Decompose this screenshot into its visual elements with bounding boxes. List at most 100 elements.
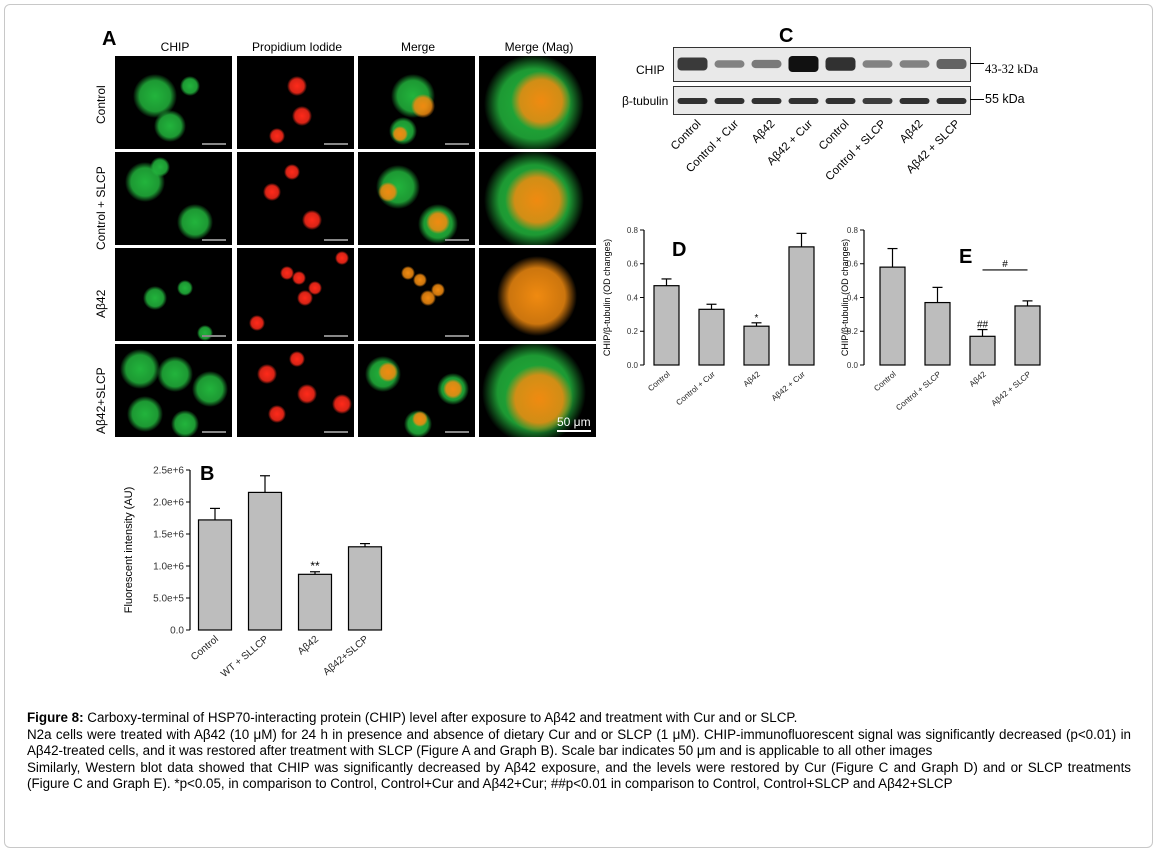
- category-label-0: Control: [872, 369, 898, 393]
- micrograph-0-2: [358, 56, 475, 149]
- bar-0: [653, 285, 680, 366]
- panel-a-letter: A: [102, 28, 117, 50]
- category-label-0: Control: [646, 369, 672, 393]
- chip-band-1: [714, 60, 745, 68]
- y-tick-label: 0.2: [847, 327, 859, 336]
- tubulin-band-5: [862, 98, 893, 104]
- micrograph-3-0: [115, 344, 232, 437]
- category-label-3: Aβ42+SLCP: [321, 634, 371, 678]
- col-title-chip: CHIP: [160, 40, 190, 54]
- y-tick-label: 0.4: [847, 293, 859, 302]
- micrograph-2-2: [358, 248, 475, 341]
- scale-bar: [557, 430, 591, 432]
- y-tick-label: 0.4: [627, 293, 639, 302]
- micrograph-2-1: [237, 248, 354, 341]
- y-tick-label: 1.0e+6: [153, 562, 184, 573]
- category-label-2: Aβ42: [296, 634, 321, 658]
- tubulin-band-1: [714, 98, 745, 104]
- micrograph-3-1: [237, 344, 354, 437]
- y-tick-label: 0.8: [847, 226, 859, 235]
- micrograph-1-3: [479, 152, 596, 245]
- row-label-abeta: Aβ42: [94, 289, 108, 318]
- chip-band-4: [825, 57, 856, 71]
- scale-bar-label: 50 μm: [557, 415, 591, 429]
- blot-chip: [673, 47, 971, 82]
- y-tick-label: 0.8: [627, 226, 639, 235]
- figure-caption: Figure 8: Carboxy-terminal of HSP70-inte…: [27, 710, 1131, 793]
- row-label-abeta-slcp: Aβ42+SLCP: [94, 367, 108, 434]
- col-title-pi: Propidium Iodide: [251, 40, 343, 54]
- y-tick-label: 0.0: [627, 361, 639, 370]
- chip-band-0: [677, 57, 708, 71]
- y-tick-label: 0.2: [627, 327, 639, 336]
- bar-1: [698, 308, 725, 366]
- y-tick-label: 0.6: [627, 260, 639, 269]
- y-tick-label: 2.5e+6: [153, 466, 184, 477]
- category-label-1: Control + SLCP: [894, 370, 943, 412]
- tubulin-band-7: [936, 98, 967, 104]
- chip-band-6: [899, 60, 930, 68]
- weight-tubulin: 55 kDa: [985, 92, 1025, 106]
- tubulin-band-2: [751, 98, 782, 104]
- blot-label-tubulin: β-tubulin: [622, 94, 669, 108]
- bracket-label: #: [1002, 259, 1008, 270]
- category-label-2: Aβ42: [968, 369, 989, 388]
- bar-2: [743, 325, 770, 366]
- chart-d: 0.0 0.2 0.4 0.6 0.8 CHIP/β-tubulin (OD change…: [602, 226, 815, 407]
- chart-e: 0.0 0.2 0.4 0.6 0.8 CHIP/β-tubulin (OD change…: [840, 226, 1041, 412]
- y-axis-label: CHIP/β-tubulin (OD changes): [602, 239, 612, 356]
- micrograph-0-3: [479, 56, 596, 149]
- significance-2: ##: [977, 320, 989, 331]
- bar-2: [297, 573, 333, 631]
- micrograph-0-1: [237, 56, 354, 149]
- bar-1: [247, 491, 283, 631]
- significance-2: **: [310, 559, 320, 573]
- category-label-3: Aβ42 + SLCP: [990, 370, 1033, 408]
- micrograph-2-0: [115, 248, 232, 341]
- micrograph-1-0: [115, 152, 232, 245]
- bar-1: [924, 301, 951, 366]
- y-tick-label: 1.5e+6: [153, 530, 184, 541]
- chip-band-3: [788, 56, 819, 72]
- y-tick-label: 5.0e+5: [153, 594, 184, 605]
- y-tick-label: 0.0: [170, 626, 184, 637]
- row-label-control-slcp: Control + SLCP: [94, 166, 108, 250]
- micrograph-1-2: [358, 152, 475, 245]
- y-axis-label: CHIP/β-tubulin (OD changes): [840, 239, 850, 356]
- weight-tick-chip: [970, 63, 984, 64]
- panel-d-letter: D: [672, 239, 687, 261]
- y-tick-label: 2.0e+6: [153, 498, 184, 509]
- tubulin-band-4: [825, 98, 856, 104]
- row-label-control: Control: [94, 85, 108, 124]
- chart-b: 0.0 5.0e+5 1.0e+6 1.5e+6 2.0e+6 2.5e+6 Fluores…: [123, 466, 383, 680]
- tubulin-band-3: [788, 98, 819, 104]
- bar-2: [969, 335, 996, 366]
- caption-paragraph-1: N2a cells were treated with Aβ42 (10 μM)…: [27, 726, 1131, 759]
- bar-3: [1014, 305, 1041, 366]
- blot-label-chip: CHIP: [636, 63, 665, 77]
- category-label-2: Aβ42: [742, 369, 763, 388]
- weight-tick-tubulin: [970, 99, 984, 100]
- significance-2: *: [755, 313, 759, 324]
- category-label-3: Aβ42 + Cur: [770, 369, 807, 402]
- tubulin-band-0: [677, 98, 708, 104]
- chip-band-7: [936, 59, 967, 69]
- y-axis-label: Fluorescent intensity (AU): [123, 487, 135, 614]
- category-label-1: Control + Cur: [674, 369, 717, 407]
- weight-chip: 43-32 kDa: [985, 62, 1039, 76]
- y-tick-label: 0.0: [847, 361, 859, 370]
- bar-3: [788, 246, 815, 366]
- chip-band-2: [751, 59, 782, 69]
- caption-label: Figure 8:: [27, 710, 84, 725]
- col-title-merge: Merge: [400, 40, 435, 54]
- micrograph-3-3: [479, 344, 596, 437]
- tubulin-band-6: [899, 98, 930, 104]
- caption-title: Carboxy-terminal of HSP70-interacting pr…: [83, 710, 798, 725]
- panel-c-letter: C: [779, 25, 794, 47]
- panel-b-letter: B: [200, 463, 215, 485]
- micrograph-3-2: [358, 344, 475, 437]
- blot-tubulin: [673, 86, 971, 115]
- micrograph-2-3: [479, 248, 596, 341]
- caption-paragraph-2: Similarly, Western blot data showed that…: [27, 759, 1131, 792]
- bar-3: [347, 546, 383, 631]
